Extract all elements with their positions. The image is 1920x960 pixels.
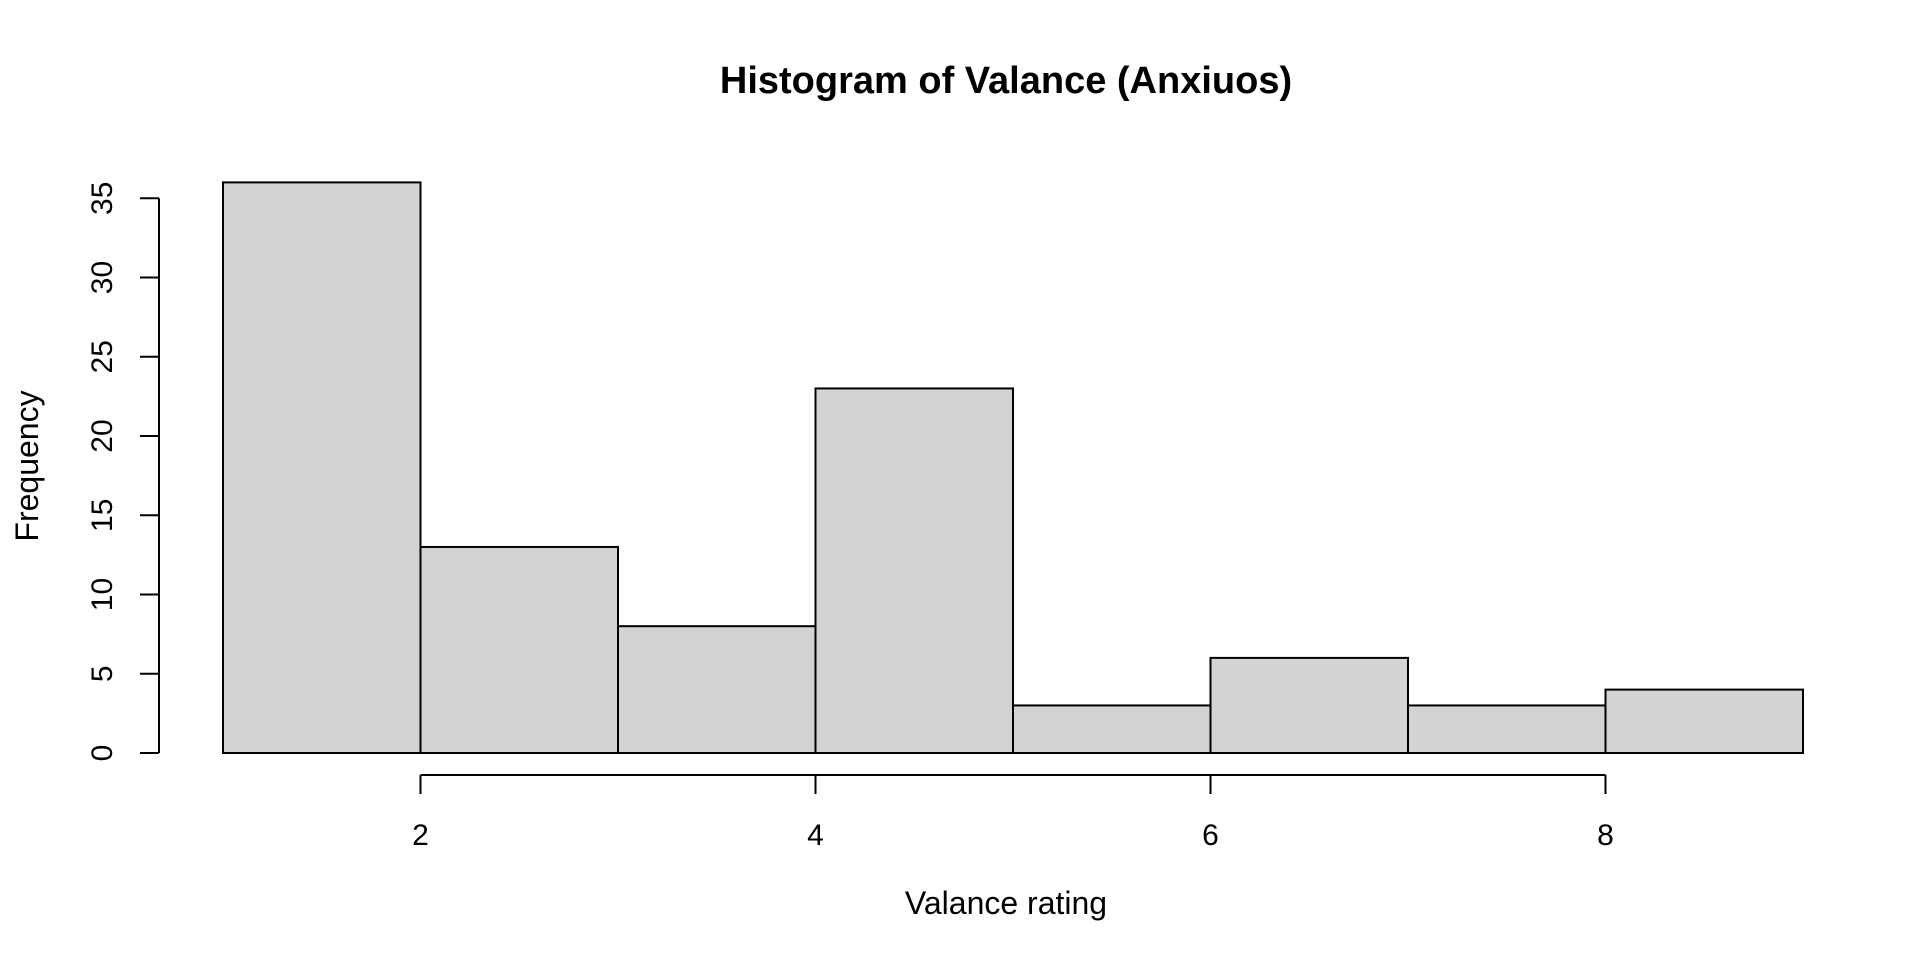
- y-tick-label-35: 35: [86, 182, 119, 215]
- y-tick-label-25: 25: [86, 340, 119, 373]
- histogram-bar-2: [419, 545, 619, 755]
- y-tick-label-15: 15: [86, 499, 119, 532]
- y-tick-label-0: 0: [86, 745, 119, 762]
- x-axis-label: Valance rating: [905, 885, 1107, 921]
- histogram-bar-3: [617, 625, 817, 755]
- y-tick-label-20: 20: [86, 419, 119, 452]
- x-tick-label-8: 8: [1597, 819, 1614, 852]
- histogram-bar-6: [1209, 656, 1409, 755]
- histogram-bar-5: [1012, 704, 1212, 755]
- histogram-bar-1: [222, 181, 422, 754]
- y-axis-label: Frequency: [9, 390, 45, 541]
- x-tick-label-6: 6: [1202, 819, 1219, 852]
- x-tick-label-2: 2: [412, 819, 429, 852]
- y-axis: 0 5 10 15 20 25 30 35: [86, 182, 160, 762]
- x-tick-label-4: 4: [807, 819, 824, 852]
- y-tick-label-5: 5: [86, 665, 119, 682]
- histogram-bar-7: [1407, 704, 1607, 755]
- y-tick-label-30: 30: [86, 261, 119, 294]
- x-axis: 2 4 6 8: [412, 774, 1614, 852]
- y-tick-label-10: 10: [86, 578, 119, 611]
- histogram-bar-8: [1604, 688, 1804, 754]
- bars-group: [222, 181, 1804, 755]
- histogram-bar-4: [814, 387, 1014, 754]
- chart-title: Histogram of Valance (Anxiuos): [720, 60, 1292, 102]
